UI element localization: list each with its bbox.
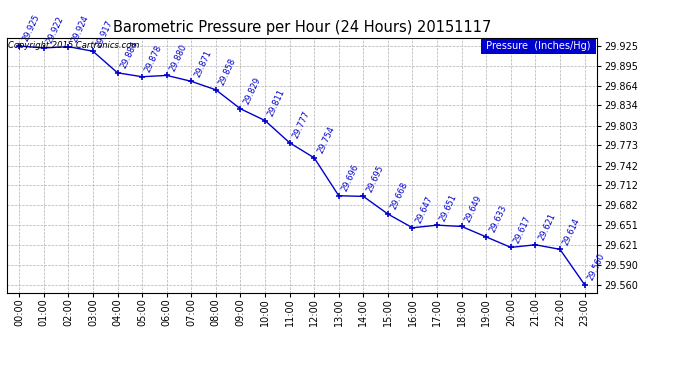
Text: 29.649: 29.649 bbox=[463, 194, 484, 224]
Text: 29.884: 29.884 bbox=[119, 40, 139, 70]
Text: 29.858: 29.858 bbox=[217, 57, 237, 87]
Text: 29.777: 29.777 bbox=[291, 110, 311, 140]
Text: 29.829: 29.829 bbox=[241, 76, 262, 106]
Text: 29.651: 29.651 bbox=[438, 192, 459, 222]
Text: 29.880: 29.880 bbox=[168, 42, 188, 73]
Text: 29.924: 29.924 bbox=[70, 14, 90, 44]
Text: 29.614: 29.614 bbox=[562, 216, 582, 247]
Text: 29.871: 29.871 bbox=[193, 48, 213, 78]
Text: Copyright 2015 Cartronics.com: Copyright 2015 Cartronics.com bbox=[8, 41, 139, 50]
Title: Barometric Pressure per Hour (24 Hours) 20151117: Barometric Pressure per Hour (24 Hours) … bbox=[112, 20, 491, 35]
Text: 29.560: 29.560 bbox=[586, 252, 607, 282]
Text: 29.917: 29.917 bbox=[95, 18, 115, 48]
Text: 29.925: 29.925 bbox=[21, 13, 41, 43]
Text: 29.695: 29.695 bbox=[365, 164, 385, 194]
Text: 29.696: 29.696 bbox=[340, 163, 361, 193]
Text: 29.668: 29.668 bbox=[389, 181, 410, 211]
Text: 29.878: 29.878 bbox=[144, 44, 164, 74]
Text: 29.621: 29.621 bbox=[537, 212, 558, 242]
Text: Pressure  (Inches/Hg): Pressure (Inches/Hg) bbox=[483, 41, 594, 51]
Text: 29.647: 29.647 bbox=[414, 195, 434, 225]
Text: 29.617: 29.617 bbox=[512, 214, 533, 244]
Text: 29.811: 29.811 bbox=[266, 88, 287, 118]
Text: 29.922: 29.922 bbox=[45, 15, 66, 45]
Text: 29.754: 29.754 bbox=[315, 125, 336, 155]
Text: 29.633: 29.633 bbox=[488, 204, 508, 234]
